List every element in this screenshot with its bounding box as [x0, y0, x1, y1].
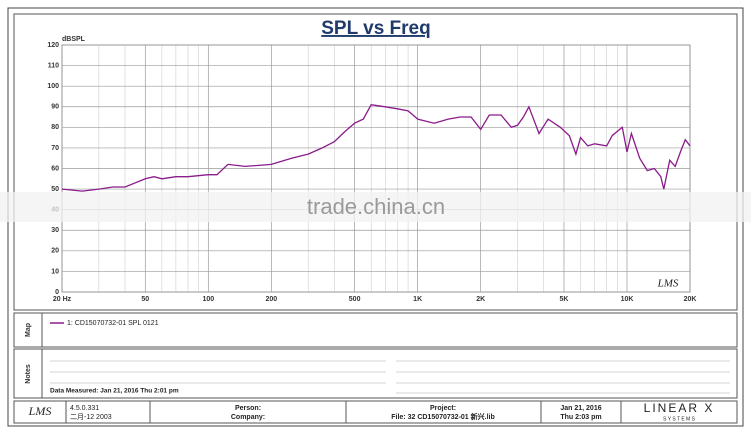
- company: Company:: [231, 414, 265, 421]
- file: File: 32 CD15070732-01 新兴.lib: [391, 412, 495, 421]
- project: Project:: [430, 405, 456, 412]
- map-panel: [13, 312, 738, 348]
- x-tick-label: 5K: [559, 296, 568, 303]
- build: 二月-12 2003: [70, 413, 112, 421]
- legend-entry: 1: CD15070732-01 SPL 0121: [67, 320, 159, 327]
- x-tick-label: 500: [349, 296, 361, 303]
- measured-date: Data Measured: Jan 21, 2016 Thu 2:01 pm: [50, 388, 179, 395]
- y-tick-label: 10: [51, 268, 59, 275]
- time: Thu 2:03 pm: [560, 414, 601, 421]
- y-tick-label: 120: [47, 42, 59, 49]
- chart-title: SPL vs Freq: [321, 18, 430, 39]
- plot-logo: LMS: [657, 278, 679, 290]
- brand-sub: S Y S T E M S: [663, 416, 696, 422]
- x-tick-label: 100: [202, 296, 214, 303]
- watermark-band: [0, 192, 751, 222]
- date: Jan 21, 2016: [560, 405, 601, 412]
- y-axis-label: dBSPL: [62, 36, 86, 43]
- notes-label: Notes: [25, 364, 32, 384]
- y-tick-label: 80: [51, 124, 59, 131]
- y-tick-label: 110: [48, 62, 59, 69]
- y-tick-label: 70: [51, 145, 59, 152]
- y-tick-label: 30: [51, 227, 59, 234]
- x-tick-label: 10K: [621, 296, 634, 303]
- footer-dividers: [65, 401, 622, 423]
- y-tick-label: 90: [51, 104, 59, 111]
- y-tick-label: 60: [51, 165, 59, 172]
- brand: LINEAR X: [644, 401, 715, 415]
- notes-panel: [13, 348, 738, 399]
- person: Person:: [235, 405, 261, 412]
- y-tick-label: 50: [51, 186, 59, 193]
- map-label: Map: [25, 323, 32, 337]
- y-tick-label: 0: [55, 289, 59, 296]
- footer-logo: LMS: [28, 404, 52, 418]
- x-tick-label: 200: [265, 296, 277, 303]
- version: 4.5.0.331: [70, 405, 99, 412]
- note-lines: [50, 360, 730, 394]
- x-tick-label: 50: [141, 296, 149, 303]
- footer: [13, 400, 738, 424]
- x-tick-label: 2K: [476, 296, 485, 303]
- y-tick-label: 20: [51, 248, 59, 255]
- watermark: trade.china.cn: [307, 194, 445, 219]
- series-line: [61, 103, 691, 192]
- x-tick-label: 1K: [413, 296, 422, 303]
- x-tick-label: 20K: [684, 296, 697, 303]
- y-tick-label: 100: [47, 83, 59, 90]
- x-tick-label: 20 Hz: [53, 296, 72, 303]
